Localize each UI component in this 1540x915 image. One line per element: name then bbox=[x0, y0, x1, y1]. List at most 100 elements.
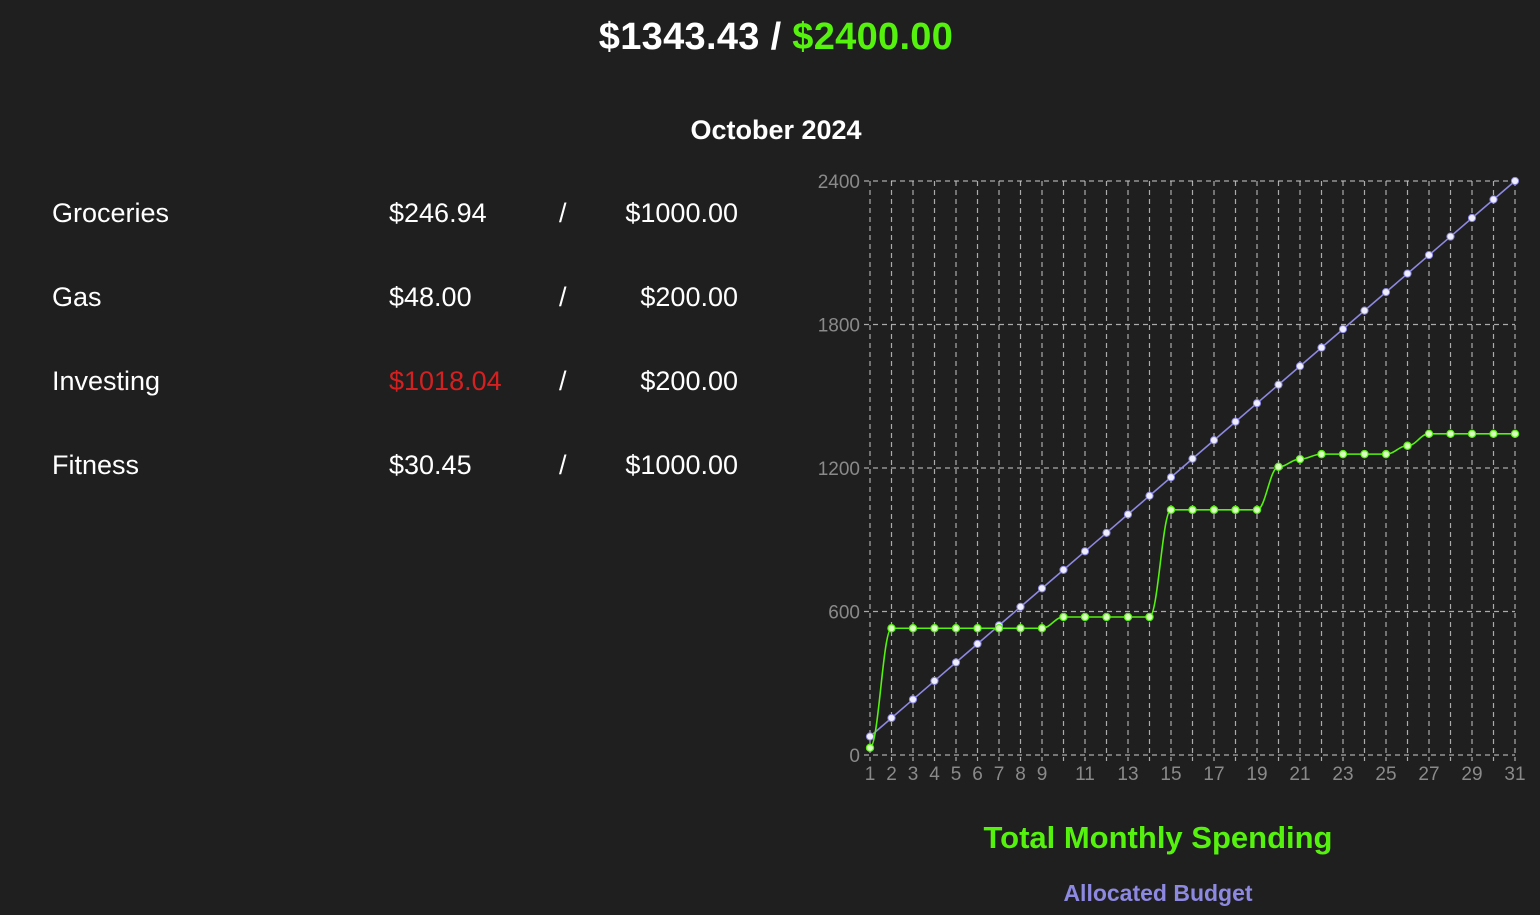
total-spending-point bbox=[1123, 612, 1133, 622]
x-tick-label: 21 bbox=[1289, 764, 1310, 785]
total-spending-point bbox=[1059, 612, 1068, 622]
total-spending-point bbox=[1274, 462, 1283, 472]
category-name: Fitness bbox=[52, 450, 140, 480]
y-tick-label: 2400 bbox=[818, 172, 860, 193]
allocated-budget-point bbox=[973, 639, 982, 649]
x-tick-label: 5 bbox=[951, 764, 962, 785]
category-budget: $200.00 bbox=[640, 282, 738, 312]
total-spending-point bbox=[908, 624, 918, 633]
total-spending-point bbox=[1510, 429, 1520, 438]
allocated-budget-point bbox=[1231, 417, 1240, 426]
total-spending-point bbox=[1381, 449, 1391, 459]
x-tick-label: 17 bbox=[1203, 764, 1224, 785]
allocated-budget-point bbox=[1209, 436, 1219, 445]
x-tick-label: 7 bbox=[994, 764, 1005, 785]
category-slash: / bbox=[559, 366, 567, 396]
y-tick-label: 1800 bbox=[818, 316, 860, 337]
category-row: Gas $48.00 / $200.00 bbox=[52, 280, 752, 364]
allocated-budget-point bbox=[1166, 473, 1176, 482]
total-spending-point bbox=[1080, 612, 1090, 622]
x-tick-label: 6 bbox=[972, 764, 983, 785]
chart-grid bbox=[864, 180, 1516, 761]
total-spending-point bbox=[1037, 624, 1047, 633]
category-slash: / bbox=[559, 198, 567, 228]
allocated-budget-point bbox=[887, 713, 896, 723]
category-table: Groceries $246.94 / $1000.00 Gas $48.00 … bbox=[52, 196, 752, 532]
y-tick-label: 600 bbox=[828, 603, 860, 624]
total-spending-point bbox=[1016, 624, 1025, 633]
allocated-budget-point bbox=[1252, 399, 1262, 408]
total-spending-point bbox=[865, 743, 875, 753]
category-row: Investing $1018.04 / $200.00 bbox=[52, 364, 752, 448]
total-spending-point bbox=[1102, 612, 1111, 622]
allocated-budget-point bbox=[1123, 510, 1133, 519]
category-name: Groceries bbox=[52, 198, 170, 228]
y-tick-label: 0 bbox=[849, 746, 860, 767]
allocated-budget-point bbox=[1360, 306, 1369, 315]
y-tick-label: 1200 bbox=[818, 459, 860, 480]
allocated-budget-point bbox=[1295, 362, 1305, 371]
total-spending-point bbox=[1360, 449, 1369, 459]
allocated-budget-point bbox=[908, 695, 918, 704]
total-summary: $1343.43 / $2400.00 bbox=[0, 16, 1540, 59]
total-spending-point bbox=[951, 624, 961, 633]
x-tick-label: 15 bbox=[1160, 764, 1181, 785]
allocated-budget-point bbox=[1403, 269, 1412, 278]
x-tick-label: 3 bbox=[908, 764, 919, 785]
total-spending-point bbox=[930, 624, 939, 633]
x-tick-label: 25 bbox=[1375, 764, 1396, 785]
category-row: Fitness $30.45 / $1000.00 bbox=[52, 448, 752, 532]
allocated-budget-point bbox=[1080, 547, 1090, 556]
total-spent: $1343.43 bbox=[598, 16, 760, 58]
allocated-budget-point bbox=[951, 658, 961, 667]
category-spent: $246.94 bbox=[389, 198, 487, 228]
x-tick-label: 2 bbox=[886, 764, 897, 785]
total-spending-point bbox=[1166, 505, 1176, 515]
category-budget: $200.00 bbox=[640, 366, 738, 396]
total-spending-point bbox=[1252, 505, 1262, 515]
category-slash: / bbox=[559, 450, 567, 480]
legend-allocated-budget[interactable]: Allocated Budget bbox=[1063, 880, 1253, 906]
total-separator: / bbox=[770, 16, 782, 58]
allocated-budget-point bbox=[1489, 195, 1498, 204]
total-spending-point bbox=[1338, 449, 1348, 459]
x-tick-label: 27 bbox=[1418, 764, 1439, 785]
allocated-budget-point bbox=[1145, 491, 1154, 500]
total-spending-point bbox=[1145, 612, 1154, 622]
category-spent: $1018.04 bbox=[389, 366, 502, 396]
total-spending-point bbox=[1317, 449, 1326, 459]
allocated-budget-point bbox=[1467, 213, 1477, 223]
x-tick-label: 29 bbox=[1461, 764, 1482, 785]
allocated-budget-point bbox=[1188, 454, 1197, 463]
category-row: Groceries $246.94 / $1000.00 bbox=[52, 196, 752, 280]
x-tick-label: 31 bbox=[1504, 764, 1525, 785]
allocated-budget-point bbox=[1317, 343, 1326, 352]
allocated-budget-point bbox=[1102, 528, 1111, 537]
x-tick-label: 23 bbox=[1332, 764, 1353, 785]
total-spending-point bbox=[1467, 429, 1477, 438]
total-spending-point bbox=[887, 624, 896, 633]
category-name: Gas bbox=[52, 282, 102, 312]
allocated-budget-point bbox=[865, 732, 875, 741]
total-spending-point bbox=[1231, 505, 1240, 515]
category-spent: $30.45 bbox=[389, 450, 472, 480]
total-spending-point bbox=[1446, 429, 1455, 438]
allocated-budget-point bbox=[1446, 232, 1455, 241]
category-name: Investing bbox=[52, 366, 161, 396]
x-tick-label: 11 bbox=[1075, 764, 1095, 785]
allocated-budget-point bbox=[1059, 565, 1068, 574]
legend-total-monthly-spending[interactable]: Total Monthly Spending bbox=[983, 820, 1333, 855]
total-spending-point bbox=[1188, 505, 1197, 515]
allocated-budget-point bbox=[1338, 325, 1348, 334]
x-tick-label: 4 bbox=[929, 764, 940, 785]
x-tick-label: 19 bbox=[1246, 764, 1267, 785]
allocated-budget-point bbox=[1274, 380, 1283, 389]
total-spending-point bbox=[1209, 505, 1219, 515]
category-slash: / bbox=[559, 282, 567, 312]
total-spending-point bbox=[973, 624, 982, 633]
total-spending-point bbox=[1403, 441, 1412, 450]
total-spending-point bbox=[1489, 429, 1498, 438]
allocated-budget-point bbox=[1424, 250, 1434, 260]
